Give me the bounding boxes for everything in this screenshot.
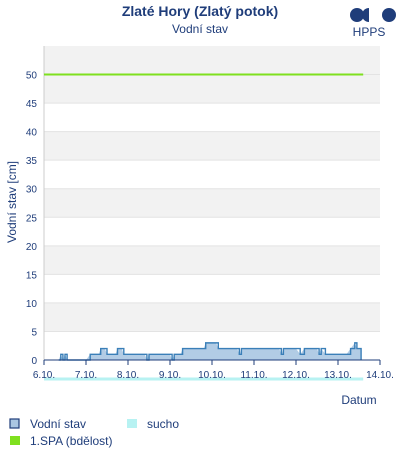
chart-subtitle: Vodní stav <box>172 22 228 36</box>
grid-band <box>44 302 380 332</box>
logo-circle-left <box>350 8 364 22</box>
y-tick-label: 10 <box>26 299 38 310</box>
legend-item: 1.SPA (bdělost) <box>10 434 113 448</box>
logo-circle-right <box>382 8 396 22</box>
y-tick-label: 40 <box>26 128 38 139</box>
legend-item: Vodní stav <box>9 417 86 431</box>
logo-half-circle <box>362 8 369 22</box>
legend-swatch <box>127 419 137 428</box>
logo-text: HPPS <box>353 25 386 39</box>
legend-label: Vodní stav <box>30 417 86 431</box>
x-tick-label: 13.10. <box>324 370 352 381</box>
grid-band <box>44 74 380 104</box>
grid-band <box>44 188 380 218</box>
y-tick-label: 25 <box>26 213 38 224</box>
x-tick-label: 12.10. <box>282 370 310 381</box>
legend-label: sucho <box>147 417 179 431</box>
x-tick-label: 9.10. <box>159 370 181 381</box>
y-tick-label: 15 <box>26 270 38 281</box>
legend: Vodní stav sucho 1.SPA (bdělost) <box>9 417 179 448</box>
x-tick-label: 6.10. <box>33 370 55 381</box>
y-tick-label: 30 <box>26 185 38 196</box>
series-line <box>58 342 362 361</box>
grid-band <box>44 46 380 75</box>
x-tick-label: 10.10. <box>198 370 226 381</box>
x-axis-label: Datum <box>341 393 376 407</box>
y-tick-label: 35 <box>26 156 38 167</box>
x-tick-label: 14.10. <box>366 370 394 381</box>
y-tick-label: 5 <box>31 327 37 338</box>
x-tick-label: 8.10. <box>117 370 139 381</box>
x-tick-label: 11.10. <box>240 370 267 381</box>
chart-title: Zlaté Hory (Zlatý potok) <box>122 3 278 19</box>
y-tick-label: 50 <box>26 71 38 82</box>
legend-swatch <box>9 418 20 429</box>
plot-area: 0 5 10 15 20 25 30 35 40 45 50 6.10. 7.10. 8.10. 9.10.… <box>26 46 394 381</box>
legend-item: sucho <box>127 417 179 431</box>
grid-band <box>44 245 380 275</box>
legend-label: 1.SPA (bdělost) <box>30 434 113 448</box>
y-tick-label: 20 <box>26 242 38 253</box>
y-tick-label: 0 <box>31 356 37 367</box>
legend-swatch <box>10 436 20 445</box>
x-tick-label: 7.10. <box>75 370 97 381</box>
series-area <box>58 342 362 360</box>
y-axis-label: Vodní stav [cm] <box>5 161 19 243</box>
y-tick-label: 45 <box>26 99 38 110</box>
grid-band <box>44 131 380 161</box>
logo: HPPS <box>350 8 396 39</box>
